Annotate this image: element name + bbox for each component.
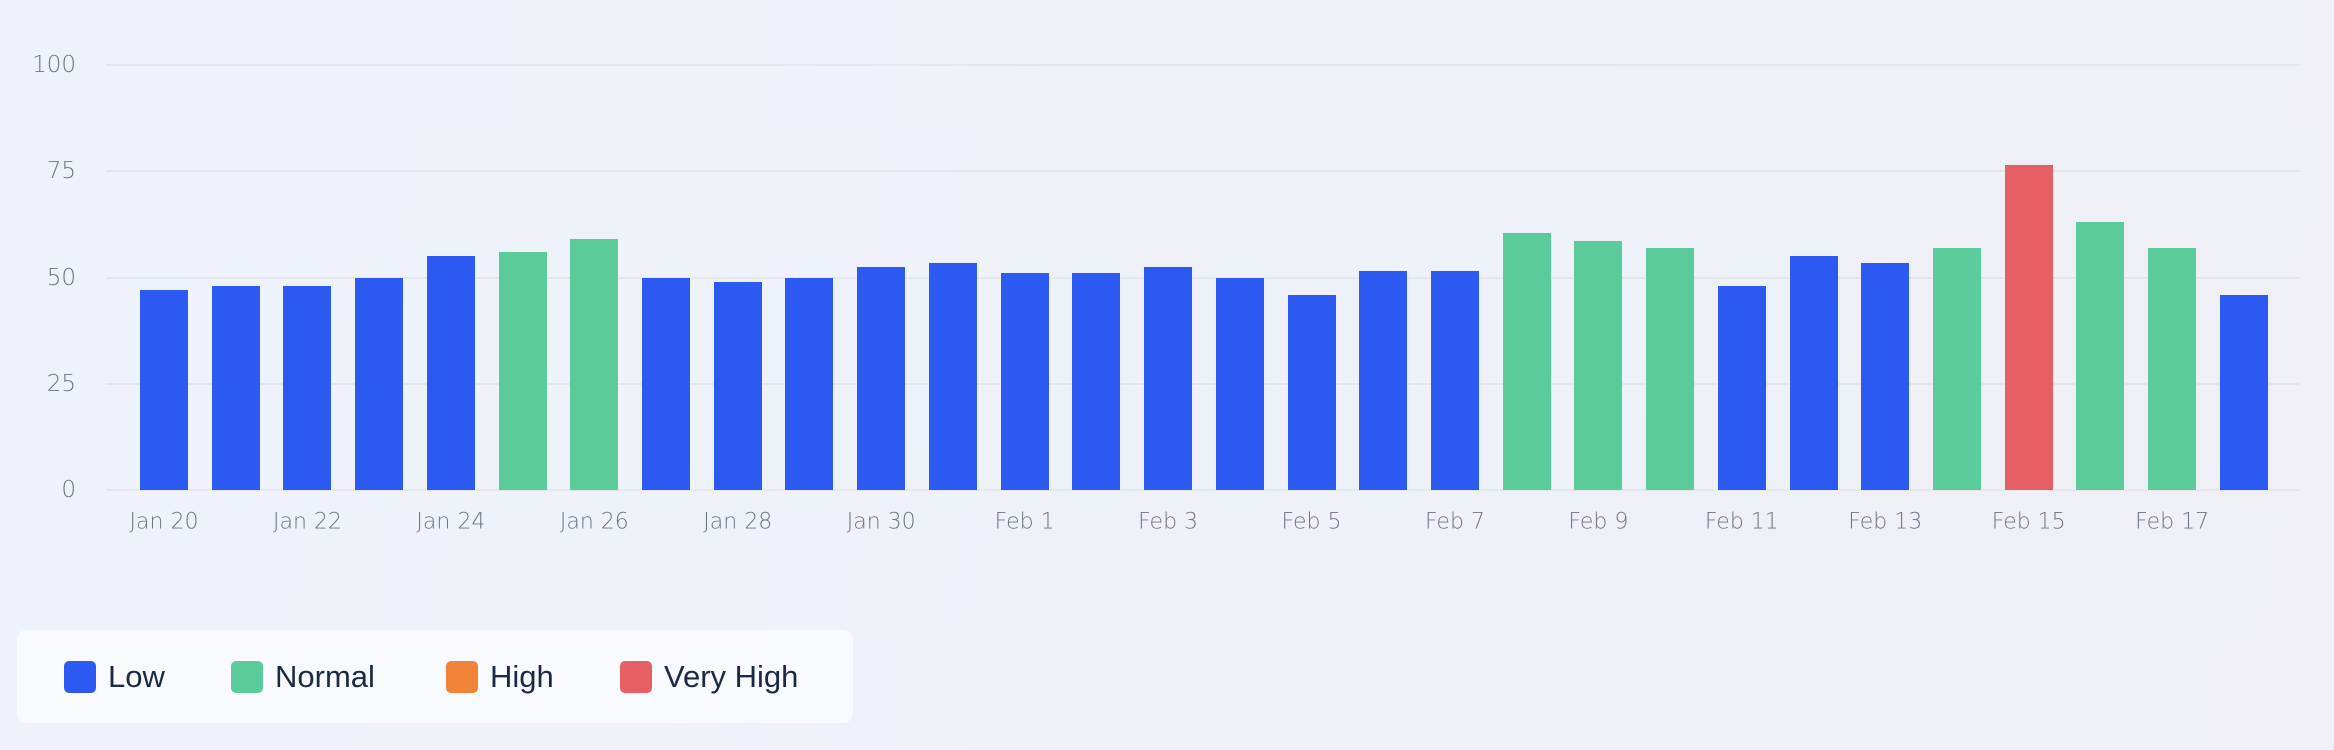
legend-swatch-very-high [620,661,652,693]
bar-jan-21[interactable] [211,286,260,490]
bar-feb-9[interactable] [1574,241,1623,490]
bar-jan-24[interactable] [426,256,475,490]
x-tick-label: Jan 26 [559,509,629,535]
bar-feb-4[interactable] [1215,277,1264,490]
bar-feb-8[interactable] [1502,232,1551,490]
y-tick-label: 50 [46,264,76,291]
legend-label-very-high: Very High [664,659,799,694]
legend-label-high: High [490,659,554,694]
bar-chart: 0 25 50 75 100 Jan 20 Jan 22 Jan 24 Jan 26 Jan 2… [32,52,2300,535]
x-tick-label: Feb 5 [1281,509,1342,535]
bar-feb-15[interactable] [2004,164,2053,490]
bar-jan-27[interactable] [642,277,691,490]
bar-jan-23[interactable] [355,277,404,490]
bar-feb-16[interactable] [2076,222,2125,490]
bar-feb-10[interactable] [1646,247,1695,490]
bar-feb-12[interactable] [1789,256,1838,490]
x-tick-label: Jan 28 [703,509,773,535]
bar-feb-1[interactable] [1000,273,1049,490]
x-tick-label: Feb 1 [994,509,1055,535]
bar-feb-6[interactable] [1359,271,1408,490]
bar-feb-13[interactable] [1861,262,1910,490]
y-tick-label: 75 [46,158,76,185]
gridline-25 [106,382,2300,385]
bar-jan-30[interactable] [857,266,906,490]
gridline-75 [106,170,2300,173]
x-tick-label: Feb 17 [2135,509,2210,535]
legend-label-normal: Normal [275,659,375,694]
bar-feb-18[interactable] [2219,294,2268,490]
x-tick-label: Jan 22 [272,509,342,535]
bar-jan-25[interactable] [498,252,547,490]
x-tick-label: Feb 15 [1991,509,2066,535]
x-tick-label: Feb 3 [1138,509,1199,535]
legend-item-low[interactable]: Low [64,661,165,693]
chart-legend: Low Normal High Very High [17,630,853,723]
x-tick-label: Feb 11 [1704,509,1779,535]
legend-swatch-low [64,661,96,693]
bar-jan-20[interactable] [140,290,188,490]
x-tick-label: Feb 9 [1568,509,1629,535]
legend-label-low: Low [108,659,165,694]
y-tick-label: 100 [32,52,76,78]
bar-feb-5[interactable] [1287,294,1336,490]
legend-swatch-normal [231,661,263,693]
bar-jan-28[interactable] [713,281,762,490]
gridline-100 [106,64,2300,66]
x-tick-label: Jan 30 [846,509,916,535]
bar-jan-31[interactable] [928,262,977,490]
legend-swatch-high [446,661,478,693]
bar-feb-14[interactable] [1933,247,1981,490]
gridline-50 [106,276,2300,279]
bar-jan-29[interactable] [785,277,834,490]
legend-item-very-high[interactable]: Very High [620,661,798,693]
legend-item-high[interactable]: High [446,661,554,693]
x-tick-label: Jan 20 [129,509,199,535]
bar-jan-22[interactable] [283,286,332,490]
y-tick-label: 25 [46,370,76,397]
bar-feb-2[interactable] [1072,273,1121,490]
bar-feb-11[interactable] [1717,286,1766,490]
x-tick-label: Feb 13 [1848,509,1923,535]
bar-jan-26[interactable] [570,239,619,490]
bar-feb-17[interactable] [2148,247,2197,490]
bar-feb-3[interactable] [1144,266,1193,490]
x-tick-label: Feb 7 [1424,509,1485,535]
legend-item-normal[interactable]: Normal [231,661,375,693]
x-tick-label: Jan 24 [416,509,486,535]
bar-feb-7[interactable] [1430,271,1479,490]
y-tick-label: 0 [61,477,76,503]
gridline-0 [106,489,2300,491]
